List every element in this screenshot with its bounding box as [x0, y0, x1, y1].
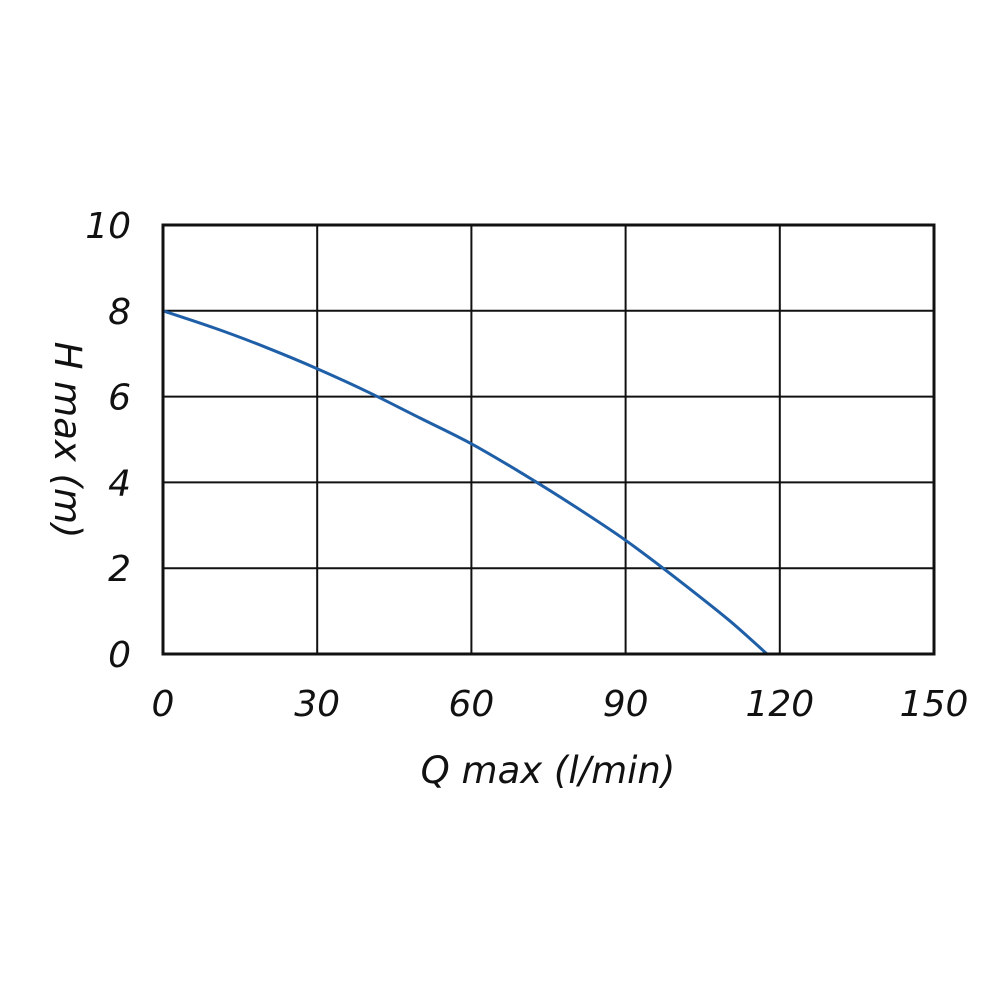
y-tick-label: 8: [108, 292, 131, 333]
x-axis-title: Q max (l/min): [421, 749, 676, 792]
x-tick-labels: 0 30 60 90 120 150: [152, 684, 969, 725]
performance-curve: [161, 309, 769, 656]
y-tick-label: 10: [85, 206, 131, 247]
x-tick-label: 120: [745, 684, 814, 725]
x-tick-label: 90: [603, 684, 649, 725]
x-tick-label: 60: [448, 684, 494, 725]
x-tick-label: 150: [900, 684, 969, 725]
grid: [163, 225, 934, 654]
y-tick-label: 4: [108, 463, 131, 504]
y-tick-labels: 0 2 4 6 8 10: [85, 206, 131, 676]
series-layer: [161, 309, 769, 656]
y-axis-title: H max (m): [46, 342, 89, 539]
x-tick-label: 0: [152, 684, 175, 725]
x-tick-label: 30: [294, 684, 340, 725]
y-tick-label: 2: [108, 549, 131, 590]
y-tick-label: 6: [108, 378, 131, 419]
plot-frame: [161, 223, 936, 656]
y-tick-label: 0: [108, 635, 131, 676]
